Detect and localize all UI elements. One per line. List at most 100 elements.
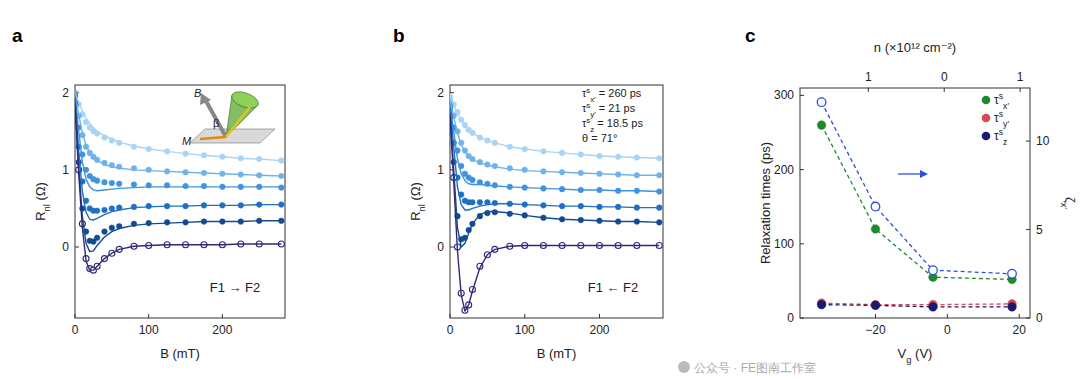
fit-line bbox=[75, 97, 281, 220]
x-tick-label: 200 bbox=[212, 323, 232, 337]
x2-tick bbox=[944, 88, 945, 92]
data-point bbox=[1008, 269, 1017, 278]
data-point bbox=[102, 179, 108, 185]
data-point bbox=[929, 266, 938, 275]
y-tick-label: 100 bbox=[774, 237, 794, 251]
text-part: = 260 ps bbox=[596, 87, 642, 99]
y-tick bbox=[800, 243, 804, 244]
x-tick-label: 100 bbox=[515, 323, 535, 337]
y-tick-label: 2 bbox=[437, 86, 444, 100]
text-part: R bbox=[33, 211, 48, 220]
y-tick bbox=[450, 92, 454, 93]
legend-label: τsx′ bbox=[994, 91, 1009, 111]
y-tick bbox=[800, 318, 804, 319]
data-point bbox=[871, 301, 880, 310]
text-part: (Ω) bbox=[408, 182, 423, 204]
data-point bbox=[871, 300, 880, 309]
legend-marker bbox=[982, 132, 991, 141]
legend-label: τsy′ bbox=[994, 109, 1009, 129]
series-line bbox=[822, 125, 1012, 279]
panel-c: c−20020Vg (V)0100200300Relaxation times … bbox=[745, 25, 1078, 365]
text-part: s bbox=[586, 86, 590, 95]
x-axis-label: B (mT) bbox=[537, 346, 577, 361]
data-point bbox=[871, 202, 880, 211]
data-point bbox=[109, 225, 115, 231]
data-point bbox=[492, 200, 498, 206]
text-part: = 18.5 ps bbox=[594, 117, 643, 129]
y-tick-label: 1 bbox=[437, 163, 444, 177]
y2-tick-label: 0 bbox=[1036, 311, 1043, 325]
legend-marker bbox=[982, 96, 991, 105]
x2-tick bbox=[1020, 88, 1021, 92]
data-point bbox=[817, 300, 826, 309]
panel-b: b0100200B (mT)012Rnl (Ω)F1 ← F2τsx′ = 26… bbox=[393, 25, 663, 361]
x-tick bbox=[450, 314, 451, 318]
data-point bbox=[102, 229, 108, 235]
field-arrow bbox=[206, 101, 226, 137]
text-part: s bbox=[999, 91, 1003, 101]
series-line bbox=[822, 305, 1012, 307]
x2-axis-label: n (×10¹² cm⁻²) bbox=[874, 40, 956, 55]
y2-tick-label: 5 bbox=[1036, 223, 1043, 237]
text-part: R bbox=[408, 211, 423, 220]
y-tick bbox=[800, 169, 804, 170]
series-line bbox=[822, 102, 1012, 274]
data-point bbox=[94, 208, 100, 214]
x-tick bbox=[524, 314, 525, 318]
y2-tick-label: 10 bbox=[1036, 134, 1050, 148]
x-tick-label: 20 bbox=[1013, 323, 1027, 337]
x-axis-label: Vg (V) bbox=[898, 346, 933, 365]
text-part: (V) bbox=[911, 346, 932, 361]
legend: τsx′τsy′τsz bbox=[982, 91, 1010, 147]
x-tick bbox=[599, 314, 600, 318]
y-tick-label: 0 bbox=[787, 311, 794, 325]
x2-tick-label: 1 bbox=[865, 70, 872, 84]
y-axis-label: Relaxation times (ps) bbox=[758, 142, 773, 264]
parameter: τsx′ = 260 ps bbox=[582, 86, 642, 104]
annotation: F1 → F2 bbox=[210, 280, 261, 295]
watermark-text: 公众号 · FE图南工作室 bbox=[694, 361, 816, 375]
data-point bbox=[116, 181, 122, 187]
x-tick-label: 200 bbox=[589, 323, 609, 337]
axis-arrow bbox=[898, 170, 928, 178]
text-part: x′ bbox=[1059, 203, 1069, 210]
arrow-head bbox=[920, 170, 928, 178]
y2-axis-label: ζx′ bbox=[1059, 197, 1078, 209]
inset: BβM bbox=[182, 87, 275, 147]
spin-arrow bbox=[226, 107, 250, 137]
y-tick-label: 0 bbox=[437, 240, 444, 254]
watermark-icon bbox=[678, 361, 690, 373]
panel-label: b bbox=[393, 25, 405, 46]
fit-line bbox=[450, 112, 659, 247]
x-tick-label: 100 bbox=[139, 323, 159, 337]
graphene-sheet bbox=[190, 129, 275, 143]
y-tick-label: 1 bbox=[62, 163, 69, 177]
data-point bbox=[279, 185, 285, 191]
magnetization-arrow bbox=[200, 137, 226, 139]
text-part: (Ω) bbox=[33, 182, 48, 204]
annotation: F1 ← F2 bbox=[588, 280, 639, 295]
data-point bbox=[817, 121, 826, 130]
fit-line bbox=[450, 116, 659, 311]
panel-label: c bbox=[745, 25, 756, 46]
data-point bbox=[871, 225, 880, 234]
panel-label: a bbox=[12, 25, 23, 46]
y-tick-label: 300 bbox=[774, 88, 794, 102]
series-points bbox=[450, 94, 662, 161]
text-part: = 21 ps bbox=[596, 102, 636, 114]
plot-area bbox=[450, 94, 662, 314]
series-points bbox=[450, 101, 662, 194]
x-tick bbox=[875, 314, 876, 318]
parameter: θ = 71° bbox=[582, 132, 617, 144]
legend-label: τsz bbox=[994, 127, 1007, 147]
data-point bbox=[477, 199, 483, 205]
data-point bbox=[109, 180, 115, 186]
data-point bbox=[470, 199, 476, 205]
y-axis-label: Rnl (Ω) bbox=[33, 182, 52, 221]
fit-line bbox=[75, 104, 281, 270]
text-part: V bbox=[898, 346, 907, 361]
inset-label: β bbox=[213, 117, 219, 129]
text-part: x′ bbox=[1003, 101, 1009, 111]
fit-line bbox=[450, 97, 659, 159]
x2-tick-label: 1 bbox=[1017, 70, 1024, 84]
